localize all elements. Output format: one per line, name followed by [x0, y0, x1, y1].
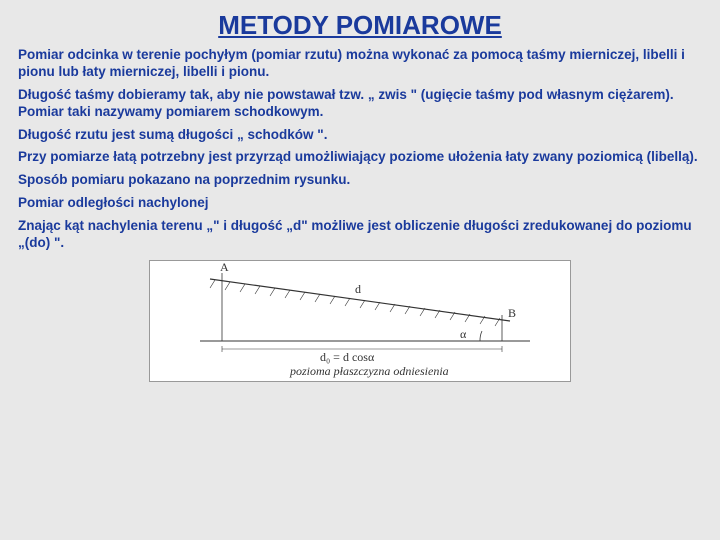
formula: d₀ = d cosα — [320, 350, 375, 364]
label-alpha: α — [460, 327, 467, 341]
paragraph-5: Sposób pomiaru pokazano na poprzednim ry… — [18, 172, 702, 189]
angle-arc — [480, 331, 482, 341]
paragraph-7: Znając kąt nachylenia terenu „" i długoś… — [18, 218, 702, 252]
label-b: B — [508, 306, 516, 320]
page-title: METODY POMIAROWE — [18, 10, 702, 41]
label-d: d — [355, 282, 361, 296]
paragraph-2: Długość taśmy dobieramy tak, aby nie pow… — [18, 87, 702, 121]
paragraph-4: Przy pomiarze łatą potrzebny jest przyrz… — [18, 149, 702, 166]
diagram-caption: pozioma płaszczyzna odniesienia — [289, 364, 449, 378]
label-a: A — [220, 261, 229, 274]
paragraph-1: Pomiar odcinka w terenie pochyłym (pomia… — [18, 47, 702, 81]
slide: METODY POMIAROWE Pomiar odcinka w tereni… — [0, 0, 720, 390]
diagram-svg: A B α d d₀ = d cosα pozioma płaszczyzna … — [150, 261, 570, 381]
paragraph-6: Pomiar odległości nachylonej — [18, 195, 702, 212]
paragraph-3: Długość rzutu jest sumą długości „ schod… — [18, 127, 702, 144]
slope-diagram: A B α d d₀ = d cosα pozioma płaszczyzna … — [149, 260, 571, 382]
